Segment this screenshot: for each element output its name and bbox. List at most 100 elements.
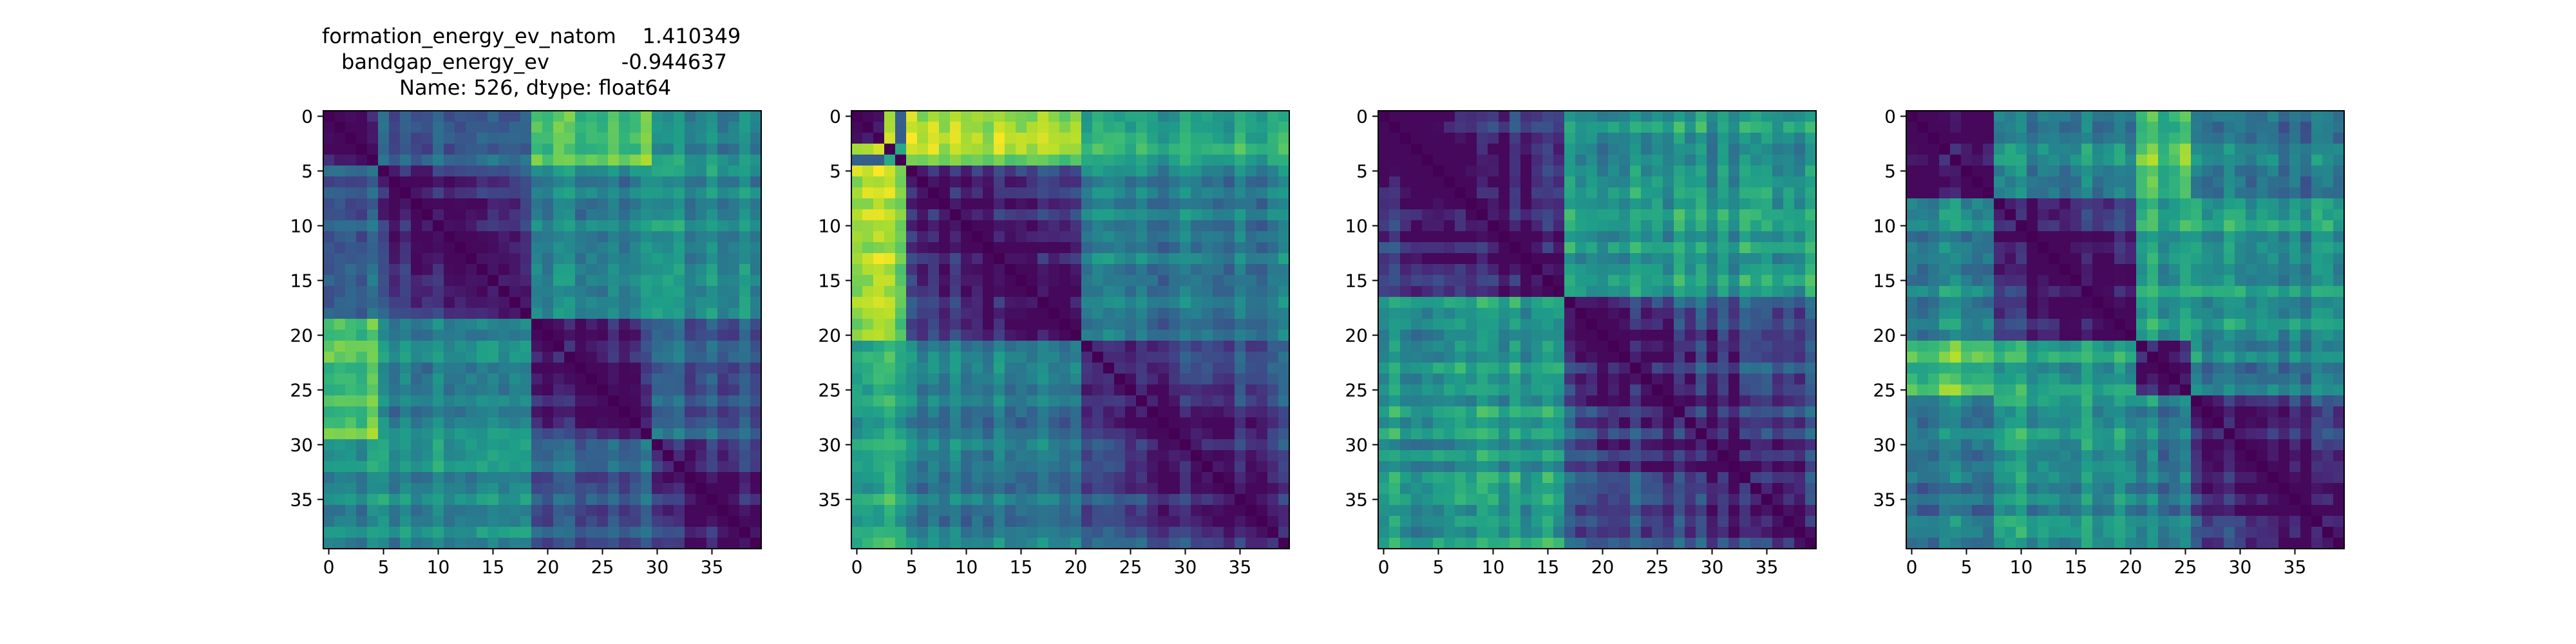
- heatmap-cell: [488, 144, 499, 155]
- heatmap-cell: [1542, 483, 1554, 495]
- heatmap-cell: [575, 275, 587, 287]
- heatmap-cell: [750, 209, 762, 221]
- heatmap-cell: [1739, 275, 1751, 287]
- heatmap-cell: [1378, 330, 1390, 341]
- heatmap-cell: [356, 428, 368, 440]
- heatmap-cell: [1070, 242, 1082, 254]
- heatmap-cell: [400, 220, 412, 232]
- heatmap-cell: [608, 155, 620, 166]
- heatmap-cell: [1805, 363, 1817, 374]
- heatmap-cell: [928, 341, 940, 352]
- heatmap-cell: [367, 341, 379, 352]
- heatmap-cell: [1477, 439, 1488, 451]
- heatmap-cell: [939, 538, 951, 549]
- heatmap-cell: [983, 122, 994, 133]
- heatmap-cell: [1037, 187, 1049, 199]
- heatmap-cell: [884, 122, 896, 133]
- heatmap-cell: [1608, 341, 1620, 352]
- heatmap-cell: [1466, 352, 1477, 363]
- heatmap-cell: [1267, 450, 1279, 462]
- heatmap-cell: [717, 461, 729, 473]
- heatmap-cell: [928, 406, 940, 418]
- heatmap-cell: [1059, 450, 1071, 462]
- heatmap-cell: [1718, 122, 1729, 133]
- heatmap-cell: [1805, 176, 1817, 188]
- heatmap-cell: [1652, 395, 1663, 407]
- heatmap-cell: [1378, 483, 1390, 495]
- heatmap-cell: [400, 417, 412, 429]
- heatmap-cell: [1531, 374, 1543, 385]
- heatmap-cell: [696, 505, 707, 516]
- heatmap-cell: [1652, 209, 1663, 221]
- heatmap-cell: [1466, 483, 1477, 495]
- heatmap-cell: [553, 122, 565, 133]
- heatmap-cell: [1125, 428, 1137, 440]
- heatmap-cell: [1663, 297, 1674, 308]
- heatmap-cell: [972, 406, 983, 418]
- heatmap-cell: [1783, 505, 1795, 516]
- heatmap-cell: [873, 483, 885, 495]
- heatmap-cell: [378, 198, 390, 210]
- heatmap-cell: [1718, 461, 1729, 473]
- heatmap-cell: [619, 538, 630, 549]
- heatmap-cell: [433, 155, 444, 166]
- heatmap-cell: [1477, 406, 1488, 418]
- heatmap-cell: [1016, 384, 1027, 396]
- heatmap-cell: [696, 538, 707, 549]
- heatmap-cell: [1147, 176, 1159, 188]
- heatmap-cell: [1400, 231, 1412, 243]
- heatmap-cell: [1256, 439, 1268, 451]
- heatmap-cell: [542, 428, 554, 440]
- heatmap-cell: [1245, 264, 1257, 276]
- heatmap-cell: [674, 264, 685, 276]
- heatmap-cell: [411, 395, 422, 407]
- heatmap-cell: [488, 176, 499, 188]
- heatmap-cell: [1488, 374, 1499, 385]
- heatmap-cell: [928, 516, 940, 527]
- heatmap-cell: [1619, 264, 1631, 276]
- heatmap-cell: [1586, 472, 1598, 484]
- heatmap-cell: [906, 144, 918, 155]
- heatmap-cell: [862, 176, 874, 188]
- heatmap-cell: [1586, 144, 1598, 155]
- heatmap-cell: [739, 155, 751, 166]
- heatmap-cell: [1783, 319, 1795, 330]
- heatmap-cell: [1059, 253, 1071, 265]
- heatmap-cell: [1169, 527, 1180, 538]
- heatmap-cell: [1488, 363, 1499, 374]
- heatmap-cell: [983, 395, 994, 407]
- heatmap-cell: [1114, 308, 1126, 319]
- heatmap-cell: [323, 538, 335, 549]
- heatmap-cell: [717, 187, 729, 199]
- heatmap-cell: [488, 417, 499, 429]
- heatmap-cell: [619, 155, 630, 166]
- heatmap-cell: [961, 122, 972, 133]
- heatmap-cell: [1685, 384, 1696, 396]
- heatmap-cell: [728, 450, 740, 462]
- heatmap-cell: [1147, 406, 1159, 418]
- heatmap-cell: [1235, 417, 1246, 429]
- heatmap-cell: [1180, 319, 1191, 330]
- heatmap-cell: [1070, 209, 1082, 221]
- heatmap-cell: [1531, 428, 1543, 440]
- heatmap-cell: [1553, 198, 1565, 210]
- heatmap-cell: [1245, 166, 1257, 177]
- heatmap-cell: [378, 155, 390, 166]
- heatmap-cell: [1400, 176, 1412, 188]
- heatmap-cell: [1750, 330, 1762, 341]
- heatmap-cell: [455, 231, 466, 243]
- heatmap-cell: [356, 330, 368, 341]
- heatmap-cell: [1267, 286, 1279, 298]
- heatmap-cell: [1630, 275, 1642, 287]
- heatmap-cell: [608, 330, 620, 341]
- heatmap-cell: [663, 242, 674, 254]
- heatmap-cell: [1267, 494, 1279, 506]
- heatmap-cell: [1147, 264, 1159, 276]
- heatmap-cell: [1466, 308, 1477, 319]
- heatmap-cell: [1256, 505, 1268, 516]
- heatmap-cell: [411, 406, 422, 418]
- heatmap-cell: [1520, 166, 1532, 177]
- heatmap-cell: [520, 494, 532, 506]
- heatmap-cell: [895, 133, 907, 144]
- heatmap-cell: [884, 516, 896, 527]
